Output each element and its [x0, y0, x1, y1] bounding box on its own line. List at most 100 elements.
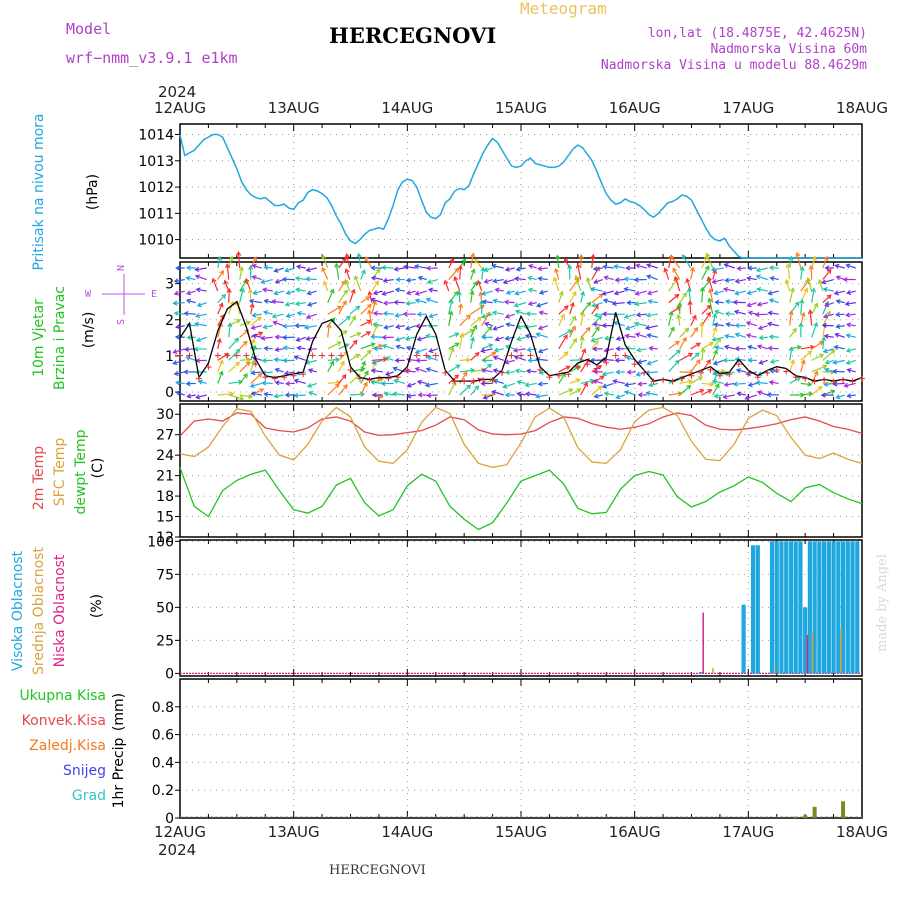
- wind-arrow-head: [372, 290, 379, 296]
- wind-arrow: [305, 325, 317, 329]
- wind-arrow-head: [813, 370, 819, 376]
- wind-arrow-head: [803, 287, 809, 293]
- wind-arrow-head: [615, 369, 621, 375]
- wind-arrow-head: [800, 359, 806, 365]
- x-tick-label-top: 17AUG: [722, 99, 774, 117]
- wind-arrow: [285, 267, 295, 272]
- wind-arrow-head: [296, 310, 302, 316]
- wind-arrow-head: [746, 275, 752, 281]
- wind-arrow: [250, 373, 262, 384]
- precip-legend-total: Ukupna Kisa: [19, 688, 106, 704]
- wind-arrow: [295, 277, 306, 281]
- wind-arrow-head: [535, 393, 541, 399]
- wind-arrow: [186, 299, 196, 304]
- wind-arrow-head: [415, 357, 421, 364]
- wind-arrow-head: [256, 316, 262, 322]
- wind-arrow: [252, 334, 262, 338]
- wind-arrow: [405, 325, 416, 330]
- wind-arrow-head: [822, 313, 829, 319]
- wind-arrow: [647, 264, 658, 269]
- wind-arrow: [198, 380, 207, 385]
- wind-arrow-head: [487, 326, 493, 331]
- wind-arrow-head: [481, 367, 487, 374]
- wind-arrow: [526, 313, 537, 315]
- wind-arrow: [846, 334, 856, 338]
- wind-arrow: [481, 290, 493, 295]
- wind-arrow: [748, 382, 757, 386]
- wind-arrow: [558, 365, 570, 373]
- wind-arrow-head: [686, 287, 692, 293]
- wind-arrow-head: [745, 333, 752, 339]
- wind-arrow-head: [466, 357, 471, 363]
- wind-arrow: [338, 315, 351, 327]
- wind-arrow-head: [714, 299, 720, 305]
- wind-arrow-head: [514, 290, 520, 296]
- wind-arrow-head: [613, 264, 619, 270]
- wind-arrow: [371, 369, 383, 373]
- wind-arrow: [602, 382, 614, 388]
- wind-arrow-head: [732, 299, 738, 305]
- wind-arrow-head: [592, 346, 598, 352]
- wind-arrow-head: [185, 298, 192, 304]
- wind-arrow-head: [356, 252, 362, 258]
- wind-arrow-head: [492, 355, 498, 361]
- year-label-bottom: 2024: [158, 841, 196, 859]
- wind-arrow: [360, 350, 372, 361]
- wind-arrow: [811, 303, 818, 315]
- wind-arrow-head: [513, 355, 519, 360]
- wind-arrow-head: [470, 252, 476, 258]
- wind-arrow: [580, 255, 582, 269]
- wind-arrow-head: [644, 325, 651, 331]
- wind-arrow: [426, 298, 438, 304]
- wind-arrow-head: [537, 381, 543, 387]
- wind-arrow-head: [766, 392, 772, 398]
- wind-arrow: [264, 393, 273, 396]
- wind-arrow: [593, 323, 603, 327]
- wind-arrow-head: [834, 332, 840, 338]
- y-tick-label: 1014: [138, 128, 174, 144]
- wind-arrow-head: [768, 298, 774, 304]
- wind-arrow-head: [487, 363, 493, 369]
- wind-arrow: [470, 385, 479, 396]
- wind-arrow: [228, 337, 239, 350]
- wind-arrow: [427, 356, 438, 361]
- wind-arrow-head: [736, 265, 742, 271]
- wind-arrow: [538, 277, 548, 281]
- wind-arrow: [672, 268, 681, 280]
- wind-arrow-head: [449, 346, 455, 352]
- y-tick-label: 1010: [138, 233, 174, 249]
- wind-arrow-head: [808, 264, 814, 270]
- wind-arrow: [454, 276, 461, 292]
- wind-arrow: [294, 356, 306, 361]
- wind-arrow-head: [646, 333, 652, 339]
- wind-arrow-head: [274, 346, 280, 353]
- wind-arrow-head: [788, 255, 794, 261]
- wind-arrow-head: [708, 341, 714, 347]
- wind-arrow: [538, 267, 548, 270]
- wind-arrow: [747, 277, 757, 281]
- wind-arrow: [251, 325, 262, 329]
- wind-arrow-head: [824, 302, 830, 308]
- wind-arrow-head: [216, 337, 222, 344]
- wind-arrow: [800, 350, 812, 361]
- cloud-ylabel-2: Srednja Oblacnost: [31, 547, 47, 675]
- wind-arrow-head: [516, 336, 522, 342]
- x-tick-label-bottom: 14AUG: [381, 823, 433, 841]
- wind-arrow-head: [384, 356, 390, 362]
- wind-markers: [177, 352, 865, 385]
- cloud-high-bar: [826, 541, 831, 674]
- wind-arrow: [217, 338, 221, 349]
- wind-arrow-head: [823, 255, 829, 261]
- wind-arrow-head: [305, 276, 311, 282]
- wind-arrow: [228, 349, 240, 361]
- cloud-ylabel-3: Niska Oblacnost: [52, 554, 68, 667]
- wind-arrow: [516, 267, 526, 271]
- wind-arrow-head: [367, 309, 373, 315]
- wind-arrow-head: [378, 343, 384, 349]
- wind-arrow-head: [282, 334, 287, 341]
- wind-arrow: [360, 382, 368, 396]
- wind-arrow-head: [635, 332, 641, 338]
- wind-arrow: [591, 293, 603, 304]
- wind-arrow: [668, 360, 680, 373]
- wind-arrow-head: [817, 278, 823, 285]
